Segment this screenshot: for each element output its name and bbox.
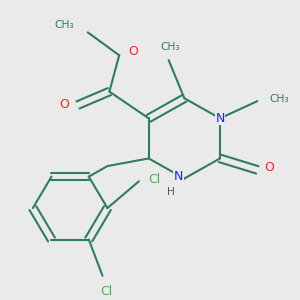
Text: N: N — [174, 170, 183, 183]
Text: Cl: Cl — [100, 285, 112, 298]
Text: O: O — [128, 45, 138, 58]
Text: N: N — [215, 112, 225, 125]
Text: CH₃: CH₃ — [269, 94, 289, 104]
Text: CH₃: CH₃ — [161, 42, 180, 52]
Text: O: O — [264, 161, 274, 175]
Text: O: O — [59, 98, 69, 112]
Text: H: H — [167, 187, 175, 197]
Text: Cl: Cl — [148, 173, 161, 186]
Text: CH₃: CH₃ — [54, 20, 74, 30]
